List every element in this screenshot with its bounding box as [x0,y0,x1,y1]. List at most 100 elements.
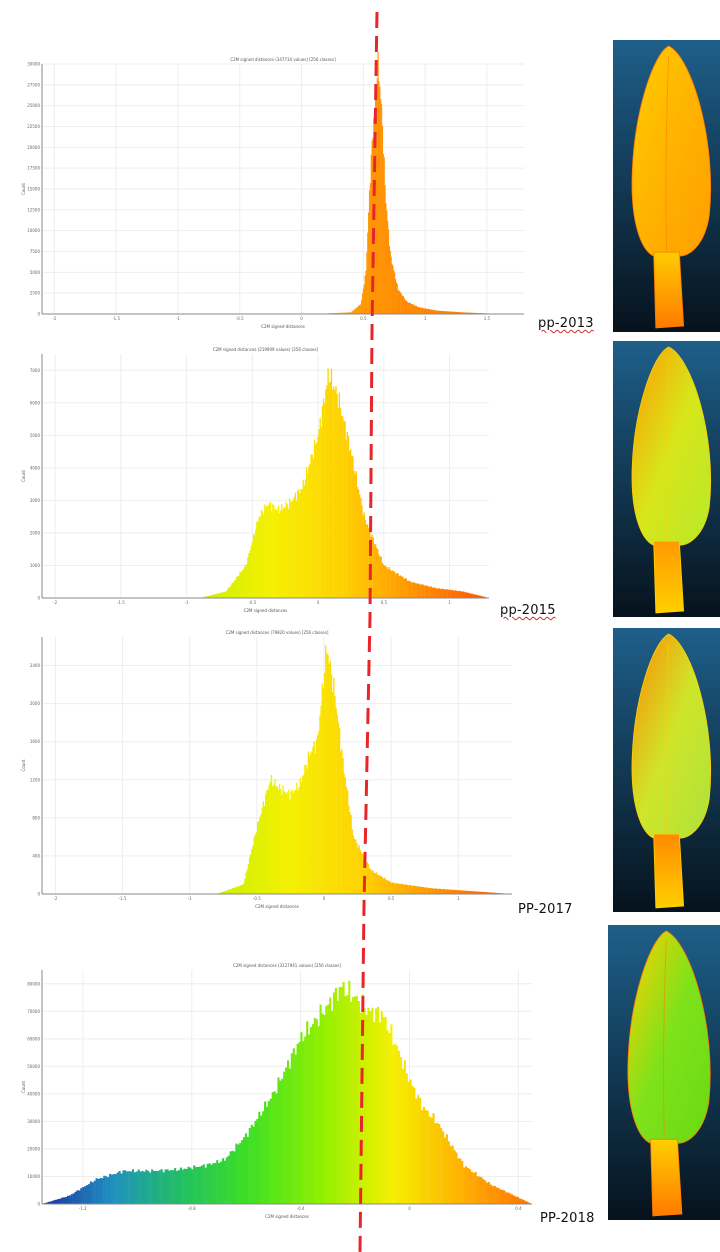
histogram-bar [329,997,332,1204]
x-tick-label: 1 [448,600,451,605]
histogram-bar [493,1185,496,1204]
histogram-bar [405,1073,408,1204]
histogram-bar [514,1196,517,1204]
histogram-bar [449,311,451,314]
histogram-bar [76,1190,79,1204]
histogram-bar [494,892,497,894]
histogram-bar [442,589,445,598]
histogram-bar [357,847,359,894]
histogram-bar [402,295,404,314]
histogram-bar [340,987,343,1204]
histogram-bar [359,1012,362,1204]
histogram-bar [468,312,470,314]
histogram-bar [89,1181,92,1204]
histogram-bar [149,1172,152,1204]
histogram-bar [442,889,445,894]
histogram-bar [343,312,345,314]
histogram-bar [423,585,425,598]
histogram-bar [394,571,396,598]
histogram-bar [489,1184,493,1204]
histogram-bar [402,576,404,598]
histogram-bar [476,891,478,894]
y-tick-label: 30000 [27,62,40,67]
histogram-bar [422,308,424,314]
histogram-bar [367,1008,370,1204]
histogram-bar [206,1163,209,1204]
histogram-bar [141,1170,144,1204]
histogram-bar [386,567,388,598]
histogram-bar [348,312,351,314]
histogram-bar [283,506,285,598]
histogram-bar [256,1118,259,1204]
histogram-bar [302,479,304,598]
histogram-bar [493,892,495,894]
y-tick-label: 1600 [30,739,41,744]
histogram-bar [213,594,215,598]
histogram-bar [433,310,435,314]
histogram-bar [114,1174,117,1204]
histogram-bar [330,368,333,598]
leaf-midrib [665,643,670,833]
histogram-bar [226,890,229,894]
histogram-bar [237,1144,240,1204]
histogram-bar [379,875,381,894]
histogram-bar [462,312,464,314]
histogram-bar [280,788,282,894]
histogram-bar [367,864,370,894]
histogram-bar [379,556,381,598]
y-tick-label: 27500 [27,82,40,87]
histogram-bar [447,1141,450,1204]
histogram-bar [244,1133,248,1204]
histogram-bar [334,987,337,1204]
histogram-bar [475,312,477,314]
histogram-bar [271,1092,274,1204]
histogram-bar [233,580,235,598]
y-tick-label: 60000 [27,1036,40,1041]
histogram-bar [420,584,422,598]
histogram-bar [233,1151,236,1204]
histogram-bar [363,1008,366,1204]
histogram-bar [258,1111,261,1204]
histogram-bar [415,1098,418,1204]
histogram-bar [231,583,233,598]
histogram-bar [294,492,296,598]
histogram-bar [225,890,228,894]
histogram-bar [118,1171,121,1204]
histogram-bar [279,1080,282,1204]
histogram-bar [347,435,350,598]
x-axis-label: C2M signed distances [261,324,305,329]
histogram-bar [331,389,334,598]
histogram-bar [495,1187,498,1204]
y-tick-label: 70000 [27,1009,40,1014]
histogram-bar [458,590,460,598]
histogram-bar [380,99,382,315]
histogram-bar [481,891,484,894]
y-tick-label: 25000 [27,103,40,108]
histogram-bar [273,1091,276,1204]
histogram-bar [311,454,313,598]
histogram-bar [434,310,436,314]
histogram-bar [242,569,245,598]
histogram-bar [322,688,325,894]
histogram-bar [345,787,348,894]
histogram-bar [282,509,284,598]
histogram-chart-2018: -1.2 -0.8 -0.4 0 0.4 0 10000 20000 30000 40000 500… [21,963,533,1219]
histogram-bar [386,210,388,314]
x-tick-label: -1 [176,316,180,321]
histogram-bar [414,305,417,314]
histogram-bar [206,596,208,598]
histogram-bar [260,1115,263,1204]
histogram-bar [423,887,425,894]
histogram-bar [469,593,472,598]
y-tick-label: 4000 [30,465,41,470]
histogram-bar [408,885,410,894]
histogram-bar [239,1143,242,1204]
histogram-bar [317,436,319,598]
histogram-bar [516,1196,519,1204]
histogram-bar [445,311,447,314]
histogram-bar [403,578,405,598]
histogram-bar [353,310,355,314]
histogram-bar [426,308,428,314]
y-tick-label: 10000 [27,1174,40,1179]
histogram-bars [199,368,490,598]
